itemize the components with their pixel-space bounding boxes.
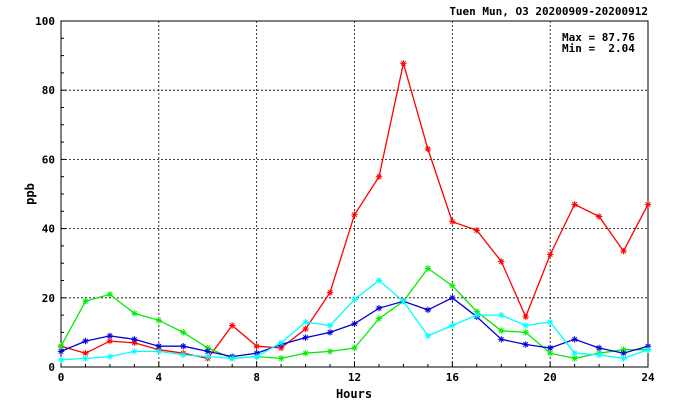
data-point <box>644 201 652 208</box>
data-point <box>498 258 505 265</box>
data-point <box>424 265 432 272</box>
data-point <box>546 251 554 258</box>
data-point <box>449 322 456 329</box>
data-point <box>571 349 578 357</box>
data-point <box>498 311 505 319</box>
data-point <box>375 277 383 284</box>
data-point <box>302 334 309 341</box>
data-point <box>326 329 334 336</box>
data-point <box>351 296 358 303</box>
x-tick-label: 20 <box>544 371 557 384</box>
data-point <box>424 306 432 314</box>
data-point <box>302 318 309 326</box>
data-point <box>180 351 187 359</box>
data-point <box>106 291 114 298</box>
data-point <box>375 173 383 180</box>
data-point <box>277 355 285 362</box>
data-point <box>424 145 432 153</box>
data-point <box>229 322 236 329</box>
data-point <box>522 341 529 348</box>
min-label: Min = 2.04 <box>562 42 635 55</box>
x-tick-label: 12 <box>348 371 361 384</box>
data-point <box>571 336 578 343</box>
data-point <box>131 336 138 343</box>
y-tick-label: 60 <box>42 153 55 166</box>
data-point <box>106 353 114 360</box>
data-point <box>571 201 578 208</box>
data-point <box>57 348 65 355</box>
data-point <box>277 339 285 346</box>
x-tick-label: 16 <box>446 371 460 384</box>
data-point <box>424 332 432 340</box>
data-point <box>302 325 309 333</box>
data-point <box>400 298 407 305</box>
data-point <box>351 344 358 352</box>
data-point <box>620 355 627 362</box>
data-point <box>473 311 480 319</box>
data-point <box>229 355 236 362</box>
y-tick-label: 80 <box>42 84 55 97</box>
y-axis-title: ppb <box>23 183 37 205</box>
data-point <box>326 322 334 329</box>
data-point <box>106 332 114 340</box>
x-tick-label: 4 <box>156 371 163 384</box>
data-point <box>473 227 480 234</box>
grid-lines <box>61 21 648 367</box>
data-point <box>522 329 529 336</box>
data-point <box>449 294 456 301</box>
series-2 <box>57 294 652 360</box>
y-tick-label: 20 <box>42 292 55 305</box>
series-3 <box>57 277 652 364</box>
data-point <box>82 337 89 345</box>
y-tick-label: 40 <box>42 223 55 236</box>
data-point <box>595 351 603 359</box>
data-point <box>155 348 163 355</box>
data-point <box>326 289 334 296</box>
x-tick-label: 8 <box>253 371 260 384</box>
data-point <box>400 60 407 67</box>
x-axis-title: Hours <box>336 387 372 401</box>
data-point <box>82 298 89 305</box>
data-point <box>595 213 603 220</box>
y-tick-label: 100 <box>35 15 55 28</box>
data-point <box>522 322 529 329</box>
data-point <box>253 353 260 360</box>
y-tick-label: 0 <box>48 361 55 374</box>
x-tick-label: 24 <box>641 371 655 384</box>
data-point <box>351 211 358 218</box>
data-point <box>82 355 89 362</box>
data-point <box>204 353 211 360</box>
chart-title: Tuen Mun, O3 20200909-20200912 <box>449 5 648 18</box>
data-point <box>131 310 138 317</box>
data-point <box>595 344 603 352</box>
series-layer <box>57 60 652 364</box>
data-point <box>449 218 456 225</box>
max-label: Max = 87.76 <box>562 31 635 44</box>
data-point <box>644 346 652 353</box>
x-tick-label: 0 <box>58 371 65 384</box>
data-point <box>620 247 627 255</box>
data-point <box>326 348 334 355</box>
data-point <box>375 304 383 312</box>
data-point <box>253 343 260 350</box>
data-point <box>449 282 456 289</box>
data-point <box>498 336 505 343</box>
data-point <box>546 318 554 326</box>
data-point <box>522 313 529 321</box>
data-point <box>180 329 187 336</box>
data-point <box>546 344 554 352</box>
data-point <box>302 349 309 357</box>
data-point <box>57 356 65 364</box>
data-point <box>180 343 187 350</box>
data-point <box>498 327 505 334</box>
axis-ticks: 0 4 8 12 16 20 24 0 20 40 60 80 100 <box>35 15 655 384</box>
data-point <box>155 317 163 324</box>
data-point <box>351 320 358 327</box>
data-point <box>375 315 383 322</box>
data-point <box>131 348 138 355</box>
